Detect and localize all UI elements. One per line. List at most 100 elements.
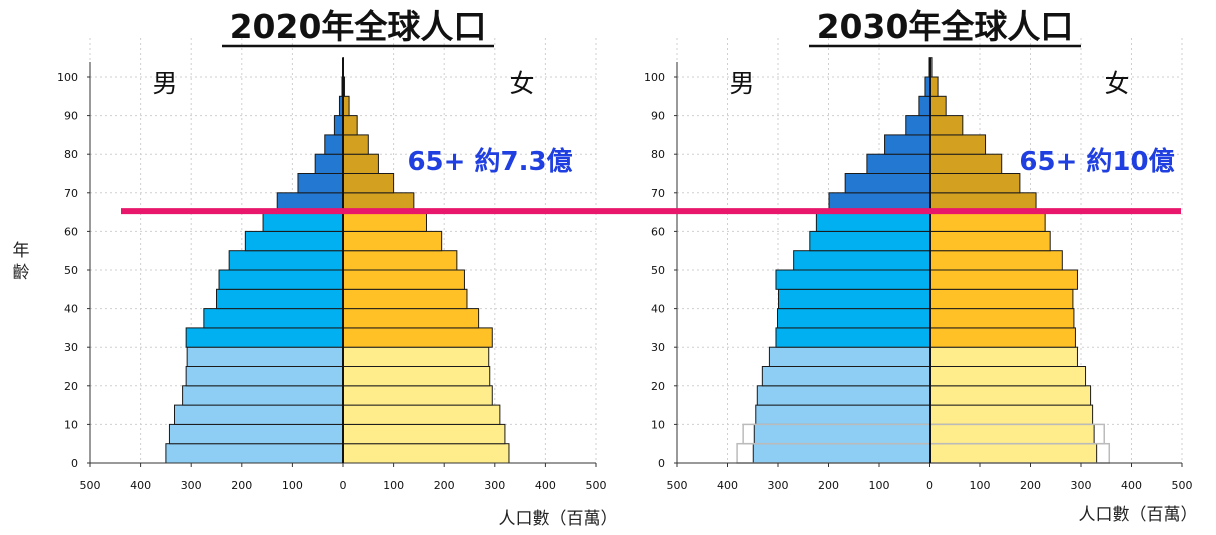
x-tick-label: 300 [484,479,505,492]
male-bar [816,212,930,231]
female-bar [343,174,394,193]
male-bar [217,289,344,308]
female-bar [930,116,963,135]
y-tick-label: 100 [57,71,78,84]
male-bar [204,309,343,328]
male-bar [263,212,343,231]
female-bars [343,58,509,463]
x-tick-label: 200 [231,479,252,492]
male-bar [919,96,930,115]
male-bars [753,58,930,463]
female-bar [343,444,509,463]
y-tick-label: 0 [658,457,665,470]
female-bar [930,405,1093,424]
x-tick-label: 500 [1172,479,1193,492]
female-bar [343,212,426,231]
female-bar [930,96,946,115]
female-bar [343,405,500,424]
elderly-annotation: 65+ 約10億 [1019,146,1174,177]
male-bar [776,328,930,347]
x-tick-label: 300 [1071,479,1092,492]
y-tick-label: 70 [651,187,665,200]
y-tick-label: 0 [71,457,78,470]
male-bar [776,270,930,289]
x-tick-label: 300 [768,479,789,492]
x-tick-label: 100 [869,479,890,492]
male-bar [845,174,930,193]
x-tick-label: 400 [535,479,556,492]
x-tick-label: 200 [434,479,455,492]
y-tick-label: 30 [651,341,665,354]
y-tick-label: 80 [651,148,665,161]
male-bars [166,58,343,463]
female-bar [343,154,378,173]
male-bar [754,424,930,443]
x-tick-label: 400 [1121,479,1142,492]
male-bar [867,154,930,173]
male-bar [298,174,343,193]
female-bar [343,347,489,366]
x-tick-label: 100 [383,479,404,492]
y-axis-label-char-2: 齡 [13,263,30,283]
x-tick-label: 100 [970,479,991,492]
female-bar [343,270,464,289]
female-bar [930,135,986,154]
male-bar [885,135,930,154]
y-tick-label: 10 [651,418,665,431]
female-bar [343,289,467,308]
elderly-annotation: 65+ 約7.3億 [407,146,572,177]
female-bar [343,367,490,386]
female-bar [930,367,1086,386]
y-tick-label: 90 [651,110,665,123]
female-bar [343,251,457,270]
male-bar [186,328,343,347]
female-bar [343,309,479,328]
x-tick-label: 500 [586,479,607,492]
female-bar [930,289,1073,308]
female-bar [930,328,1075,347]
y-tick-label: 20 [651,380,665,393]
y-tick-label: 20 [64,380,78,393]
male-bar [219,270,343,289]
male-bar [325,135,343,154]
x-tick-label: 400 [130,479,151,492]
male-bar [762,367,930,386]
male-bar [756,405,930,424]
male-bar [794,251,930,270]
x-axis-unit-2020: 人口數（百萬） [499,509,618,529]
male-bar [183,386,343,405]
female-bar [930,444,1097,463]
x-tick-label: 100 [282,479,303,492]
female-bar [930,309,1074,328]
male-bar [753,444,930,463]
y-tick-label: 80 [64,148,78,161]
male-bar [166,444,343,463]
female-bar [930,270,1077,289]
x-axis-unit-2030: 人口數（百萬） [1079,505,1198,525]
y-tick-label: 60 [651,225,665,238]
female-bar [930,212,1045,231]
x-tick-label: 300 [181,479,202,492]
female-bar [930,386,1091,405]
female-bar [343,328,492,347]
male-label: 男 [152,69,177,98]
male-bar [769,347,930,366]
male-bar [757,386,930,405]
female-bar [930,174,1020,193]
female-bars [930,58,1097,463]
female-bar [343,135,368,154]
male-bar [229,251,343,270]
y-tick-label: 70 [64,187,78,200]
male-bar [906,116,930,135]
male-bar [777,309,930,328]
x-tick-label: 500 [80,479,101,492]
y-tick-label: 30 [64,341,78,354]
x-tick-label: 400 [717,479,738,492]
y-axis-label-char-1: 年 [13,241,30,261]
male-label: 男 [729,69,754,98]
